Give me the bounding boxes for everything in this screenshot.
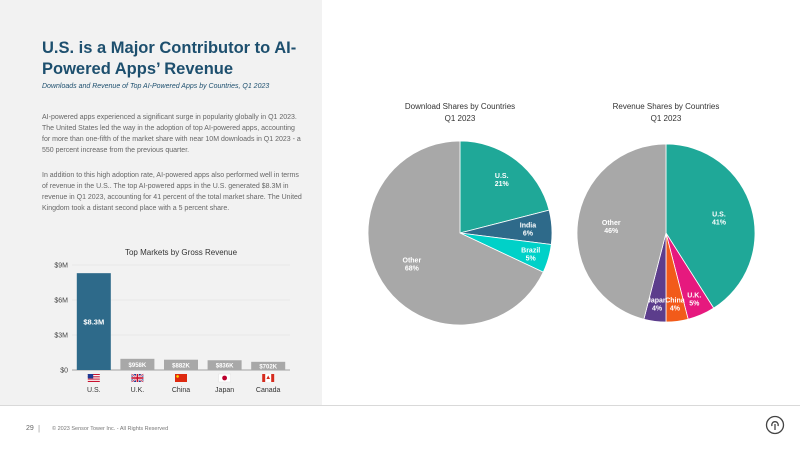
pie-slice-value: 5% <box>689 300 700 307</box>
y-tick-label: $6M <box>54 298 68 305</box>
pie-slice-label: Japan <box>647 298 667 305</box>
revenue-bar-chart: Top Markets by Gross Revenue $0 $3M $6M $9M $… <box>54 248 290 394</box>
y-tick-label: $9M <box>54 263 68 270</box>
bar-data-label: $958K <box>129 363 147 369</box>
japan-flag-icon <box>218 373 231 383</box>
pie-slice-label: U.K. <box>687 292 701 299</box>
y-tick-label: $0 <box>60 368 68 375</box>
pie-slice-value: 68% <box>405 266 420 273</box>
page-number: 29 <box>26 425 34 432</box>
pie-slice-label: U.S. <box>495 173 509 180</box>
pie-slice-value: 21% <box>495 181 510 188</box>
pie-slice-value: 5% <box>526 256 537 263</box>
download-shares-pie-chart: Download Shares by Countries Q1 2023 U.S.2… <box>367 102 553 326</box>
sensor-tower-logo-icon <box>765 415 785 435</box>
bar-china <box>163 359 199 370</box>
pie-slice-other <box>367 140 544 326</box>
bar-us <box>76 273 111 370</box>
bar-data-label: $8.3M <box>83 318 104 327</box>
x-tick-label: U.S. <box>87 387 101 394</box>
pie-slice-label: Other <box>602 220 621 227</box>
pie-slice-value: 46% <box>604 228 619 235</box>
pie-slice-value: 6% <box>523 231 534 238</box>
uk-flag-icon <box>130 373 144 383</box>
pie-slice-label: China <box>665 298 685 305</box>
pie-slice-value: 4% <box>670 306 681 313</box>
pie-slice-other <box>576 143 667 320</box>
pie-slice-label: Brazil <box>521 248 540 255</box>
footer-separator: | <box>38 424 41 433</box>
y-tick-label: $3M <box>54 333 68 340</box>
body-paragraph-1: AI-powered apps experienced a significan… <box>42 114 301 154</box>
bar-data-label: $702K <box>259 364 277 370</box>
pie-slice-label: India <box>520 223 536 230</box>
canada-flag-icon <box>262 374 275 382</box>
x-tick-label: China <box>172 387 190 394</box>
pie-chart-subtitle: Q1 2023 <box>651 114 682 123</box>
bar-chart-title: Top Markets by Gross Revenue <box>125 248 238 257</box>
copyright-text: © 2023 Sensor Tower Inc. - All Rights Re… <box>52 426 169 432</box>
pie-slice-value: 4% <box>652 306 663 313</box>
left-panel <box>0 0 322 405</box>
pie-slice-us <box>459 140 550 234</box>
page-title: U.S. is a Major Contributor to AI-Powere… <box>42 39 297 78</box>
bar-data-label: $882K <box>172 363 190 369</box>
x-tick-label: Japan <box>215 387 234 394</box>
pie-slice-label: U.S. <box>712 212 726 219</box>
us-flag-icon <box>87 374 100 382</box>
pie-slice-value: 41% <box>712 220 727 227</box>
page-subtitle: Downloads and Revenue of Top AI-Powered … <box>42 83 270 90</box>
pie-chart-subtitle: Q1 2023 <box>445 114 476 123</box>
revenue-shares-pie-chart: Revenue Shares by Countries Q1 2023 U.S.41… <box>576 102 756 323</box>
pie-chart-title: Revenue Shares by Countries <box>613 102 720 111</box>
bar-japan <box>207 360 242 370</box>
x-tick-label: Canada <box>256 387 281 394</box>
bar-canada <box>251 361 286 370</box>
pie-slice-label: Other <box>403 258 422 265</box>
pie-slice-us <box>665 143 756 309</box>
body-paragraph-2: In addition to this high adoption rate, … <box>42 172 302 212</box>
footer-divider <box>0 405 800 406</box>
x-tick-label: U.K. <box>131 387 145 394</box>
bar-data-label: $836K <box>216 364 234 370</box>
pie-chart-title: Download Shares by Countries <box>405 102 515 111</box>
bar-uk <box>120 358 155 370</box>
china-flag-icon <box>175 374 187 382</box>
